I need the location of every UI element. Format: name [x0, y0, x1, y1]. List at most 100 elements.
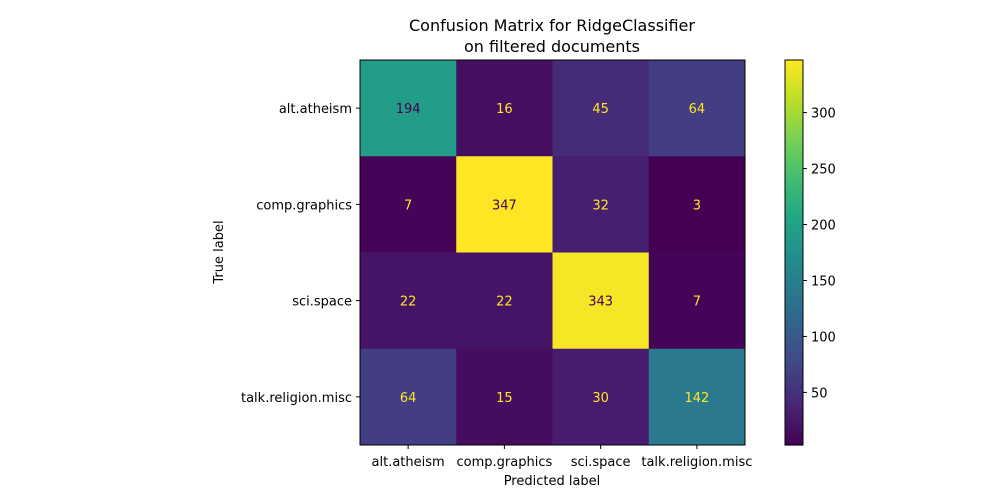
cell-value-label: 32 [592, 198, 609, 213]
matrix-cell [552, 156, 650, 253]
cell-value-label: 343 [588, 295, 613, 310]
colorbar-segment [785, 400, 803, 404]
matrix-cell [648, 252, 746, 350]
colorbar-segment [785, 303, 803, 308]
colorbar-segment [785, 307, 803, 311]
colorbar-segment [785, 351, 803, 356]
cell-value-label: 7 [404, 198, 412, 213]
colorbar-segment [785, 114, 803, 119]
colorbar-tick-label: 300 [811, 107, 836, 122]
colorbar-segment [785, 313, 803, 318]
colorbar-segment [785, 133, 803, 138]
colorbar-segment [785, 214, 803, 218]
y-axis-label: True label [212, 220, 227, 284]
colorbar-tick-label: 200 [811, 219, 836, 234]
cell-value-label: 16 [496, 102, 513, 117]
colorbar-segment [785, 403, 803, 408]
cell-value-label: 3 [693, 198, 701, 213]
cell-value-label: 7 [693, 295, 701, 310]
colorbar-segment [785, 85, 803, 90]
colorbar-segment [785, 323, 803, 327]
colorbar-segment [785, 319, 803, 324]
colorbar-segment [785, 406, 803, 411]
colorbar-segment [785, 361, 803, 366]
matrix-cell [360, 348, 457, 446]
matrix-cell [360, 252, 457, 350]
colorbar-segment [785, 274, 803, 279]
matrix-cell [552, 348, 650, 446]
cell-value-label: 347 [492, 198, 517, 213]
colorbar-segment [785, 124, 803, 128]
matrix-frame [359, 59, 746, 446]
cell-value-label: 142 [684, 391, 709, 406]
colorbar-segment [785, 197, 803, 202]
colorbar-segment [785, 223, 803, 228]
matrix-cell [456, 348, 553, 446]
colorbar-tick-label: 50 [811, 386, 828, 401]
matrix-cell [552, 252, 650, 350]
colorbar-segment [785, 412, 803, 417]
colorbar-segment [785, 371, 803, 376]
colorbar-segment [785, 249, 803, 254]
colorbar-segment [785, 175, 803, 180]
matrix-cell [552, 60, 650, 157]
colorbar-segment [785, 377, 803, 382]
colorbar-segment [785, 297, 803, 302]
colorbar-segment [785, 98, 803, 103]
colorbar-segment [785, 432, 803, 436]
chart-title: Confusion Matrix for RidgeClassifier [409, 16, 695, 35]
colorbar-segment [785, 159, 803, 164]
colorbar-segment [785, 88, 803, 93]
colorbar-segment [785, 201, 803, 205]
y-tick-label: comp.graphics [256, 198, 352, 213]
colorbar-segment [785, 111, 803, 116]
colorbar-segment [785, 364, 803, 369]
colorbar-segment [785, 300, 803, 305]
colorbar-segment [785, 252, 803, 257]
y-tick-label: alt.atheism [279, 102, 352, 117]
colorbar-segment [785, 165, 803, 170]
colorbar-segment [785, 438, 803, 443]
colorbar-segment [785, 130, 803, 135]
colorbar-tick-label: 100 [811, 330, 836, 345]
colorbar-segment [785, 384, 803, 388]
colorbar-segment [785, 268, 803, 273]
colorbar-segment [785, 204, 803, 209]
colorbar-tick-label: 150 [811, 274, 836, 289]
colorbar-segment [785, 63, 803, 68]
colorbar-segment [785, 137, 803, 141]
matrix-cell [648, 156, 746, 253]
colorbar-segment [785, 419, 803, 424]
y-tick-label: sci.space [292, 295, 352, 310]
matrix-cell [456, 252, 553, 350]
colorbar-segment [785, 69, 803, 74]
colorbar-segment [785, 82, 803, 87]
cell-value-label: 22 [400, 295, 417, 310]
colorbar-segment [785, 355, 803, 359]
colorbar-segment [785, 310, 803, 315]
matrix-cell [456, 156, 553, 253]
colorbar-segment [785, 117, 803, 122]
colorbar-segment [785, 143, 803, 148]
colorbar-segment [785, 76, 803, 80]
colorbar-segment [785, 287, 803, 292]
colorbar-segment [785, 387, 803, 392]
colorbar-segment [785, 291, 803, 295]
colorbar-segment [785, 162, 803, 167]
colorbar-segment [785, 169, 803, 173]
colorbar-segment [785, 185, 803, 189]
colorbar-segment [785, 441, 803, 446]
colorbar-segment [785, 95, 803, 100]
colorbar-segment [785, 262, 803, 266]
colorbar-segment [785, 220, 803, 225]
colorbar-segment [785, 255, 803, 260]
colorbar-segment [785, 329, 803, 334]
colorbar-segment [785, 316, 803, 321]
colorbar-segment [785, 416, 803, 420]
matrix-cell [360, 156, 457, 253]
cell-value-label: 45 [592, 102, 609, 117]
colorbar-segment [785, 342, 803, 347]
colorbar-segment [785, 246, 803, 250]
colorbar-segment [785, 284, 803, 289]
